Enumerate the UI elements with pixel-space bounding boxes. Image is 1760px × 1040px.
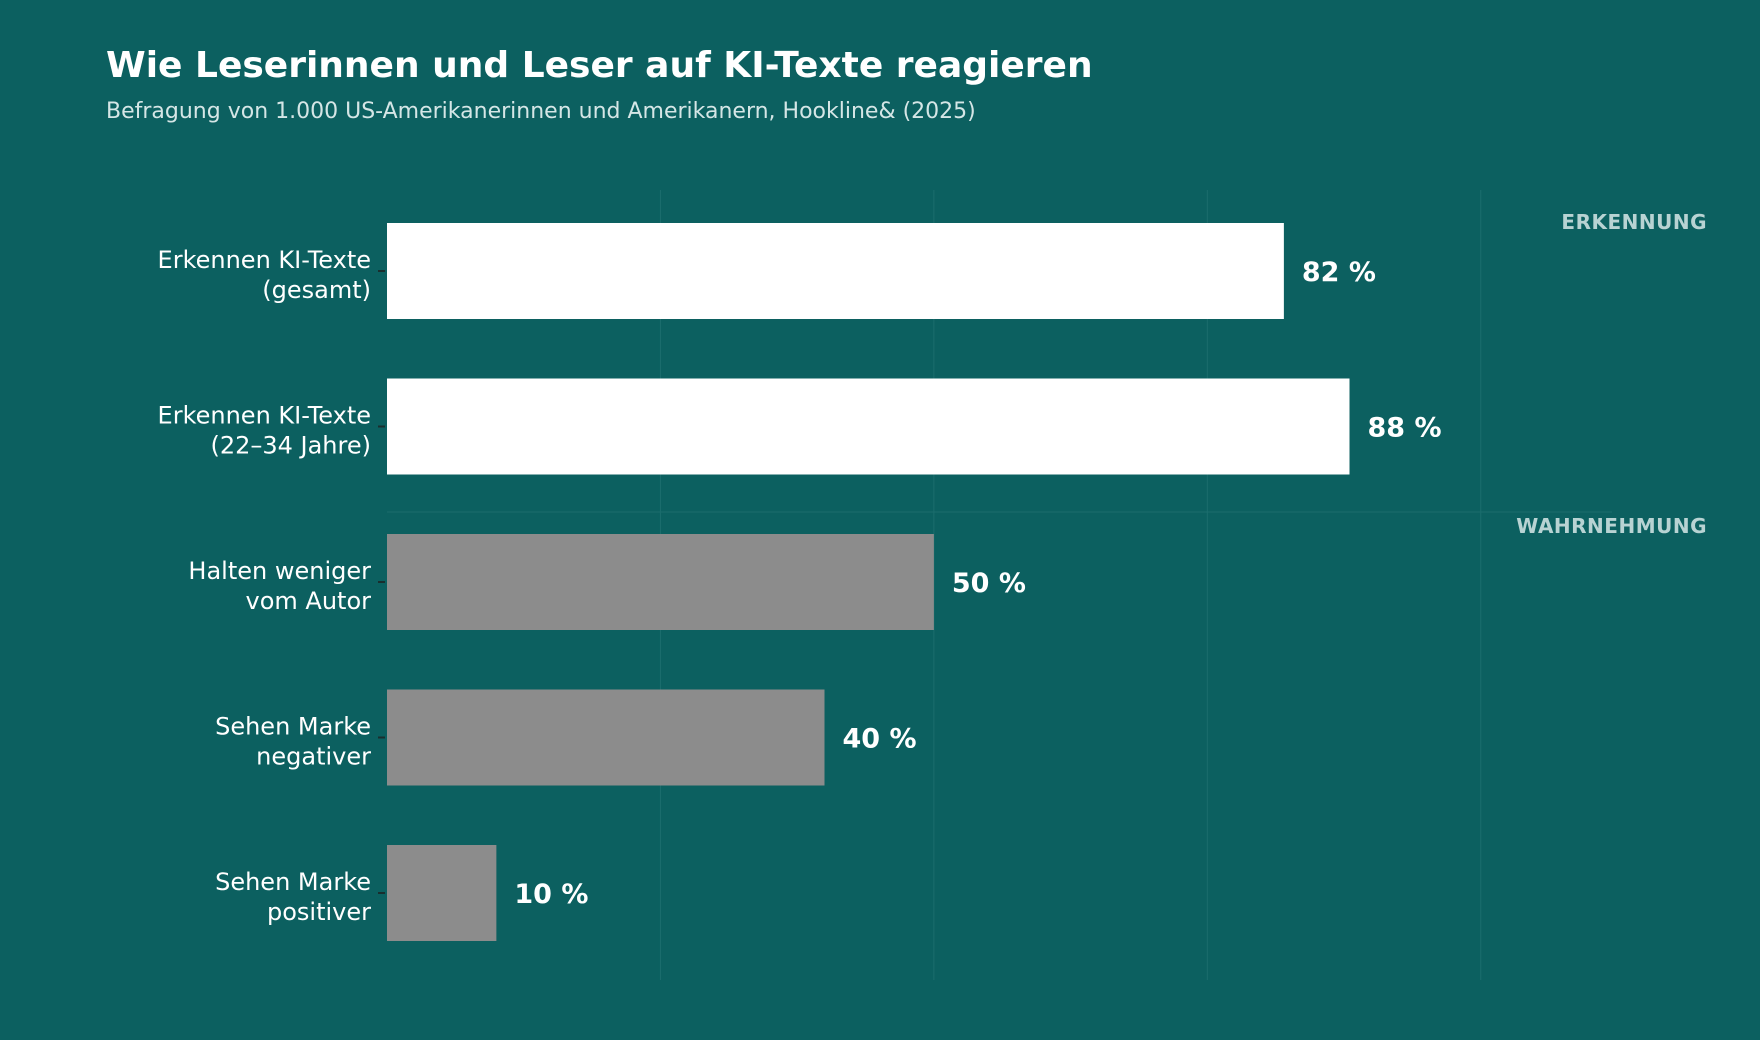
label-layer: Erkennen KI-Texte (gesamt) 82 % Erkennen KI… [158,210,1707,926]
chart-subtitle: Befragung von 1.000 US-Amerikanerinnen u… [106,99,976,124]
value-label: 10 % [514,879,588,910]
group-label: WAHRNEHMUNG [1516,514,1707,538]
bar [387,223,1284,319]
bar [387,689,825,786]
value-label: 82 % [1302,257,1376,288]
bar [387,378,1350,475]
category-label: Sehen Marke positiver [215,868,371,926]
value-label: 88 % [1368,413,1442,444]
group-label: ERKENNUNG [1561,210,1707,234]
bar [387,845,497,941]
category-label: Erkennen KI-Texte (22–34 Jahre) [158,402,371,460]
bar [387,534,934,630]
value-label: 40 % [843,724,917,755]
category-label: Erkennen KI-Texte (gesamt) [158,246,371,304]
category-label: Halten weniger vom Autor [188,557,371,615]
category-label: Sehen Marke negativer [215,713,371,771]
value-label: 50 % [952,568,1026,599]
chart-title: Wie Leserinnen und Leser auf KI-Texte re… [106,45,1093,86]
bar-layer [387,223,1350,941]
